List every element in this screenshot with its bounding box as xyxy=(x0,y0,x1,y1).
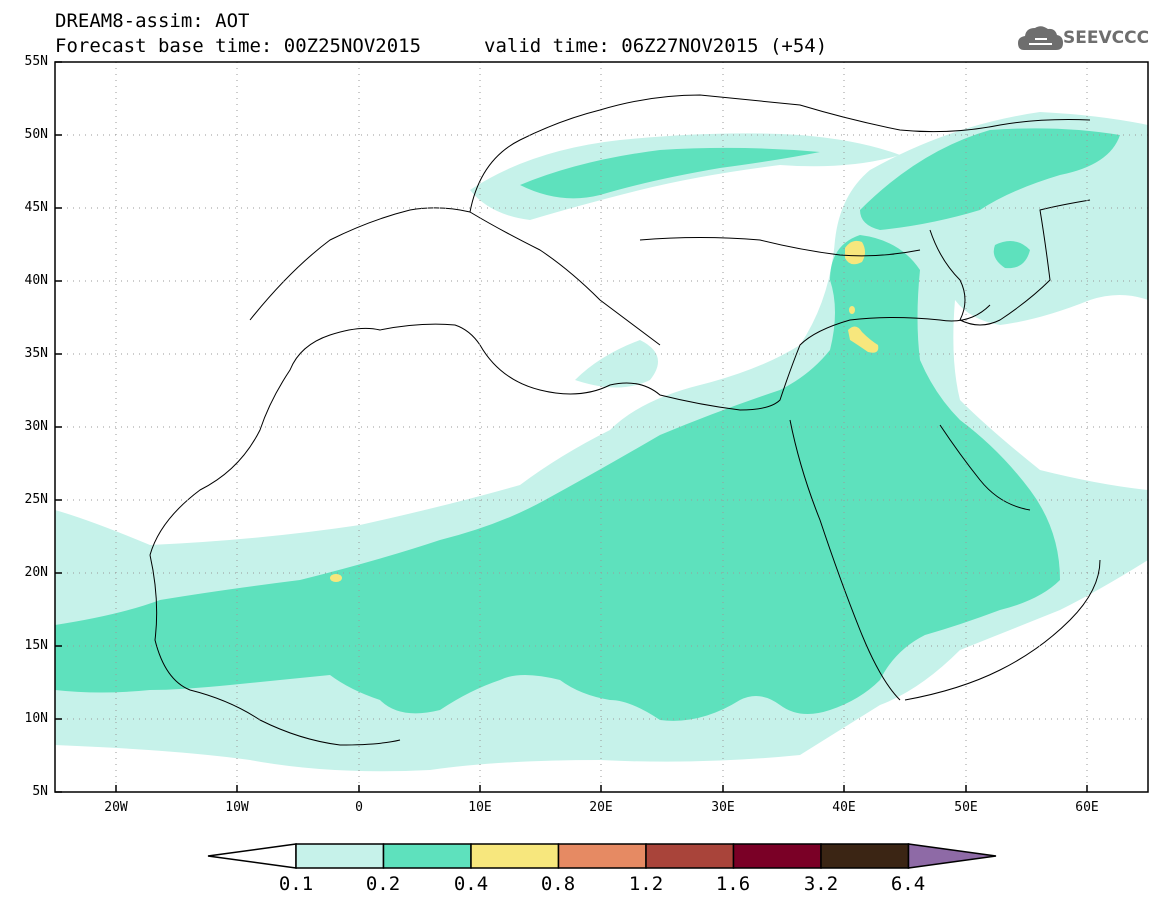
title-line-1: DREAM8-assim: AOT xyxy=(55,10,250,32)
colorbar-label: 0.8 xyxy=(540,873,576,895)
colorbar-label: 6.4 xyxy=(890,873,926,895)
lat-label: 20N xyxy=(24,565,48,580)
colorbar-label: 0.4 xyxy=(453,873,489,895)
lat-label: 45N xyxy=(24,200,48,215)
aot-field-high xyxy=(330,240,879,582)
aot-field-medium xyxy=(55,128,1120,721)
colorbar-bin-1 xyxy=(295,843,385,869)
colorbar-label: 1.6 xyxy=(715,873,751,895)
lat-ticks xyxy=(55,61,62,793)
colorbar-bin-7 xyxy=(820,843,910,869)
lat-label: 50N xyxy=(24,127,48,142)
lat-label: 15N xyxy=(24,638,48,653)
lon-label: 0 xyxy=(355,800,363,815)
valid-time: valid time: 06Z27NOV2015 (+54) xyxy=(484,35,828,57)
colorbar-bin-5 xyxy=(645,843,735,869)
colorbar xyxy=(207,843,997,869)
lat-label: 35N xyxy=(24,346,48,361)
lon-label: 10E xyxy=(468,800,492,815)
colorbar-label: 3.2 xyxy=(803,873,839,895)
logo-text: SEEVCCC xyxy=(1063,28,1150,48)
lat-label: 5N xyxy=(32,784,48,799)
lon-label: 60E xyxy=(1075,800,1099,815)
lat-label: 55N xyxy=(24,54,48,69)
lat-label: 40N xyxy=(24,273,48,288)
colorbar-label: 0.2 xyxy=(365,873,401,895)
colorbar-over-triangle xyxy=(907,843,997,869)
colorbar-label: 0.1 xyxy=(278,873,314,895)
seevccc-logo xyxy=(1018,26,1063,50)
colorbar-bin-2 xyxy=(382,843,472,869)
lat-label: 25N xyxy=(24,492,48,507)
colorbar-bin-3 xyxy=(470,843,560,869)
lon-ticks xyxy=(115,785,1088,792)
coastlines xyxy=(149,94,1101,746)
colorbar-bin-4 xyxy=(557,843,647,869)
lon-label: 10W xyxy=(225,800,249,815)
colorbar-bin-6 xyxy=(732,843,822,869)
lon-label: 20E xyxy=(589,800,613,815)
lon-label: 30E xyxy=(711,800,735,815)
grid xyxy=(55,62,1148,792)
lon-label: 20W xyxy=(104,800,128,815)
lon-label: 50E xyxy=(954,800,978,815)
lat-label: 30N xyxy=(24,419,48,434)
lon-label: 40E xyxy=(832,800,856,815)
lat-label: 10N xyxy=(24,711,48,726)
cloud-icon xyxy=(1018,26,1063,50)
colorbar-under-triangle xyxy=(207,843,297,869)
colorbar-label: 1.2 xyxy=(628,873,664,895)
forecast-base-time: Forecast base time: 00Z25NOV2015 xyxy=(55,35,422,57)
